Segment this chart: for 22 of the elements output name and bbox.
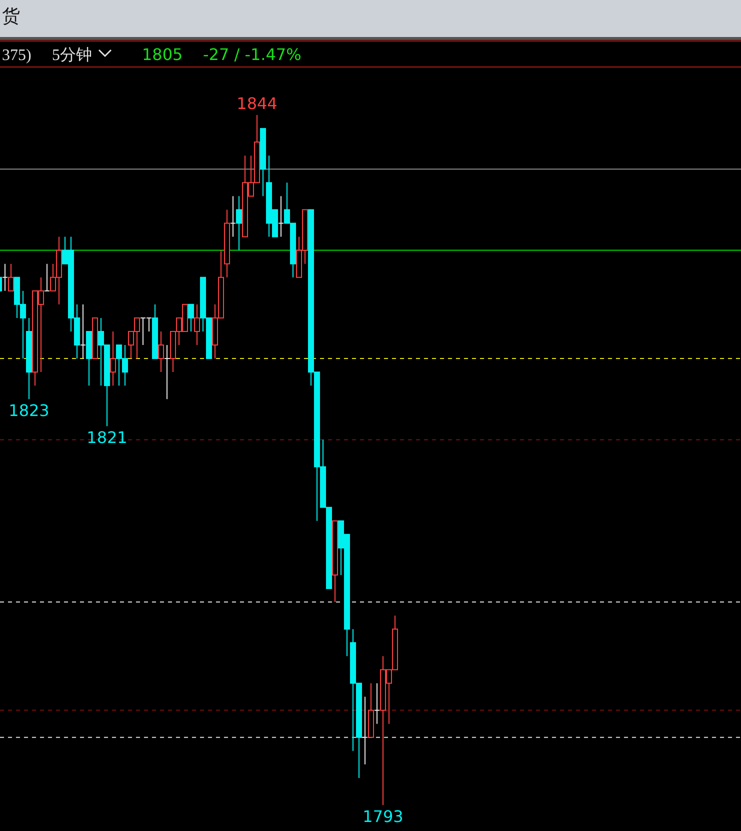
candlestick <box>194 304 200 346</box>
chart-title: 货 <box>2 6 20 26</box>
candlestick <box>44 263 50 292</box>
candlestick <box>374 682 380 724</box>
candlestick <box>158 330 164 373</box>
text: -27 / -1.47% <box>203 45 302 64</box>
text: 1805 <box>142 45 183 64</box>
candlestick <box>278 196 284 238</box>
candlestick <box>2 263 8 292</box>
candlestick <box>80 304 86 360</box>
annotation: 1844 <box>236 94 278 113</box>
candlestick <box>164 344 170 400</box>
text: 375) <box>2 47 32 64</box>
annotation: 1821 <box>86 428 128 448</box>
candlestick <box>230 196 236 238</box>
candlestick <box>188 304 194 332</box>
annotation: 1823 <box>8 401 50 420</box>
text: 5分钟 <box>52 47 92 64</box>
candlestick <box>236 196 242 251</box>
candlestick <box>110 330 116 386</box>
candlestick <box>8 263 14 292</box>
annotation: 1793 <box>362 807 404 826</box>
